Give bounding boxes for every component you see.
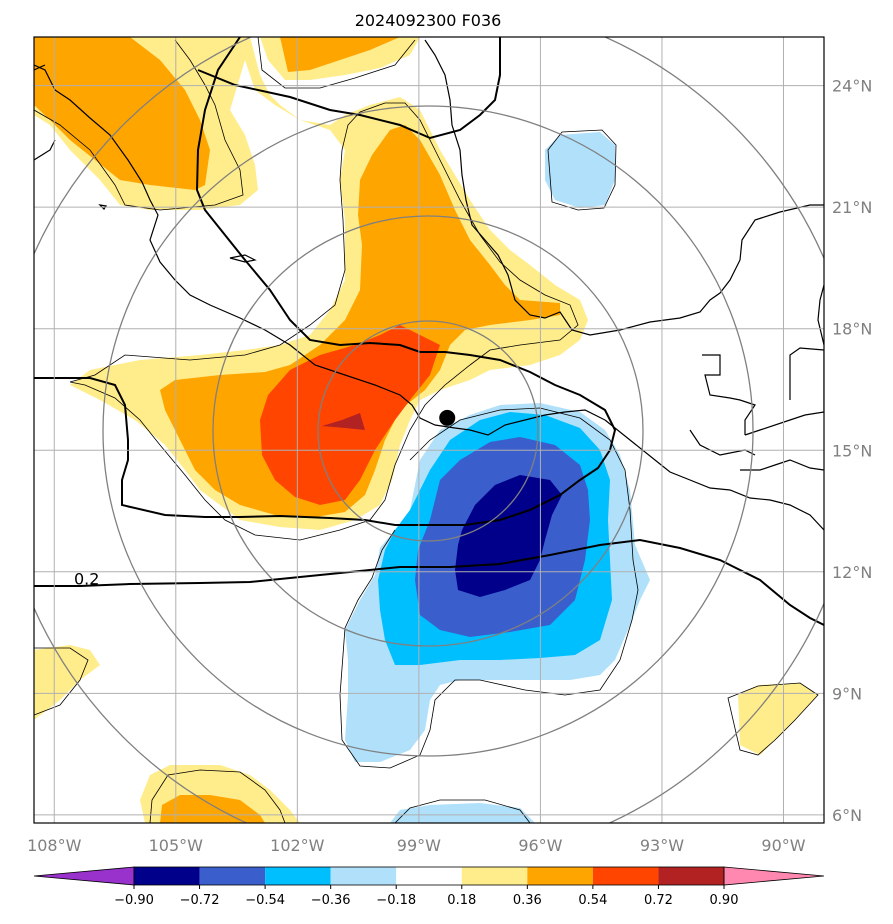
filled-contours [34,37,818,823]
colorbar-tick-label: −0.90 [114,893,154,908]
plot-area: 0.2 [34,37,824,823]
colorbar-segment [134,867,200,885]
isoline-ring [34,37,617,526]
range-rings [34,37,824,823]
fill-light-yellow-sw [34,645,100,720]
coastline-pacific-mexico [34,64,606,436]
range-ring-3 [102,105,754,757]
fill-navy [455,475,562,597]
lon-tick-label: 108°W [27,836,82,855]
lon-tick-label: 102°W [270,836,325,855]
range-ring-2 [212,215,644,647]
colorbar-frame [133,866,725,886]
colorbar-segment [592,867,659,885]
colorbar-extend-low [33,866,135,886]
contour-outline-top [257,37,416,89]
fill-light-yellow-se [738,683,818,755]
storm-center-marker [439,409,456,426]
colorbar-tick-label: −0.54 [245,893,285,908]
fill-orange-main [160,125,560,518]
colorbar-segment [330,867,397,885]
lat-tick-label: 9°N [832,684,862,703]
fill-light-blue-bottom [390,803,535,823]
colorbar-tick-label: 0.72 [644,893,673,908]
coastlines [34,39,824,531]
colorbar: −0.90 −0.72 −0.54 −0.36 −0.18 0.18 0.36 0.54 0.7… [33,866,825,908]
isoline-south [34,538,824,626]
fill-light-blue-ne [545,132,615,208]
lat-tick-label: 21°N [832,198,872,217]
colorbar-tick-label: 0.36 [513,893,542,908]
gridlines [34,37,824,823]
lat-tick-label: 12°N [832,563,872,582]
colorbar-segment [527,867,593,885]
contour-label: 0.2 [74,569,99,588]
coastline-yucatan [817,284,824,346]
colorbar-tick-label: −0.72 [180,893,220,908]
contour-outline-blue [339,407,639,769]
fill-orange-top [280,37,400,72]
colorbar-tick-label: −0.36 [311,893,351,908]
border-central-america [604,419,824,531]
lat-tick-label: 18°N [832,320,872,339]
colorbar-tick-label: 0.54 [578,893,607,908]
lat-tick-label: 15°N [832,441,872,460]
fill-red-orange [260,325,440,505]
chart-title: 2024092300 F036 [355,11,502,30]
lat-tick-label: 6°N [832,806,862,825]
lon-tick-label: 96°W [518,836,562,855]
colorbar-segment [199,867,266,885]
fill-orange-bottom [160,795,265,823]
contour-outline-bottom-blue [394,799,531,823]
colorbar-tick-label: 0.90 [710,893,739,908]
contour-outline-bottom [149,769,286,823]
colorbar-segment [461,867,528,885]
isoline-top [197,37,501,140]
border-guatemala-mexico [702,354,756,435]
lon-tick-label: 105°W [149,836,204,855]
fill-dark-red [322,413,365,430]
lat-tick-label: 24°N [832,77,872,96]
border-guatemala-south [689,429,756,456]
lon-tick-labels: 108°W 105°W 102°W 99°W 96°W 93°W 90°W [27,836,806,855]
contour-outline-sw [34,647,89,716]
island-revillagigedo [229,254,257,263]
contour-outline-se [727,682,819,756]
lon-tick-label: 90°W [761,836,805,855]
contour-outline-ne-blue [547,129,617,211]
border-honduras [740,459,824,471]
baja-fragment [34,64,56,161]
colorbar-tick-label: 0.18 [447,893,476,908]
colorbar-extend-high [723,866,825,886]
lon-tick-label: 93°W [640,836,684,855]
colorbar-tick-label: −0.18 [376,893,416,908]
colorbar-segment [396,867,462,885]
plot-frame [33,36,825,824]
colorbar-segment [658,867,724,885]
lon-tick-label: 99°W [397,836,441,855]
lat-tick-labels: 6°N 9°N 12°N 15°N 18°N 21°N 24°N [832,77,872,825]
contour-outline-main [69,102,579,541]
isoline [34,37,824,626]
coastline-gulf-mexico [424,39,824,336]
fill-orange-nw [34,37,210,190]
range-ring-1 [317,320,539,542]
colorbar-segment [265,867,331,885]
border-belize [744,347,824,436]
